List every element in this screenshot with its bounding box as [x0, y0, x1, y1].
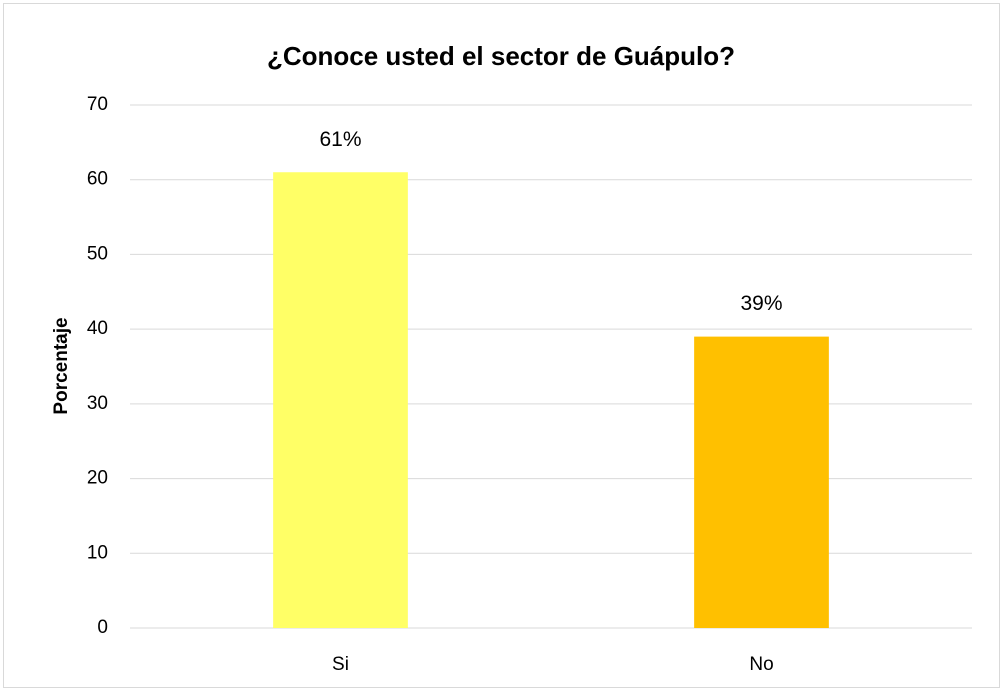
bar	[694, 336, 829, 628]
y-tick-label: 0	[97, 617, 108, 638]
y-tick-label: 70	[87, 94, 108, 115]
chart-title: ¿Conoce usted el sector de Guápulo?	[267, 41, 735, 71]
chart-border	[3, 3, 1000, 688]
x-tick-label: No	[749, 654, 773, 675]
y-tick-label: 50	[87, 243, 108, 264]
y-tick-label: 40	[87, 318, 108, 339]
bar	[273, 172, 408, 628]
data-label: 61%	[319, 128, 361, 151]
y-axis-label: Porcentaje	[51, 317, 72, 414]
y-tick-label: 10	[87, 542, 108, 563]
y-tick-label: 30	[87, 393, 108, 414]
data-label: 39%	[740, 292, 782, 315]
y-tick-label: 20	[87, 468, 108, 489]
x-tick-label: Si	[332, 654, 349, 675]
y-tick-label: 60	[87, 169, 108, 190]
